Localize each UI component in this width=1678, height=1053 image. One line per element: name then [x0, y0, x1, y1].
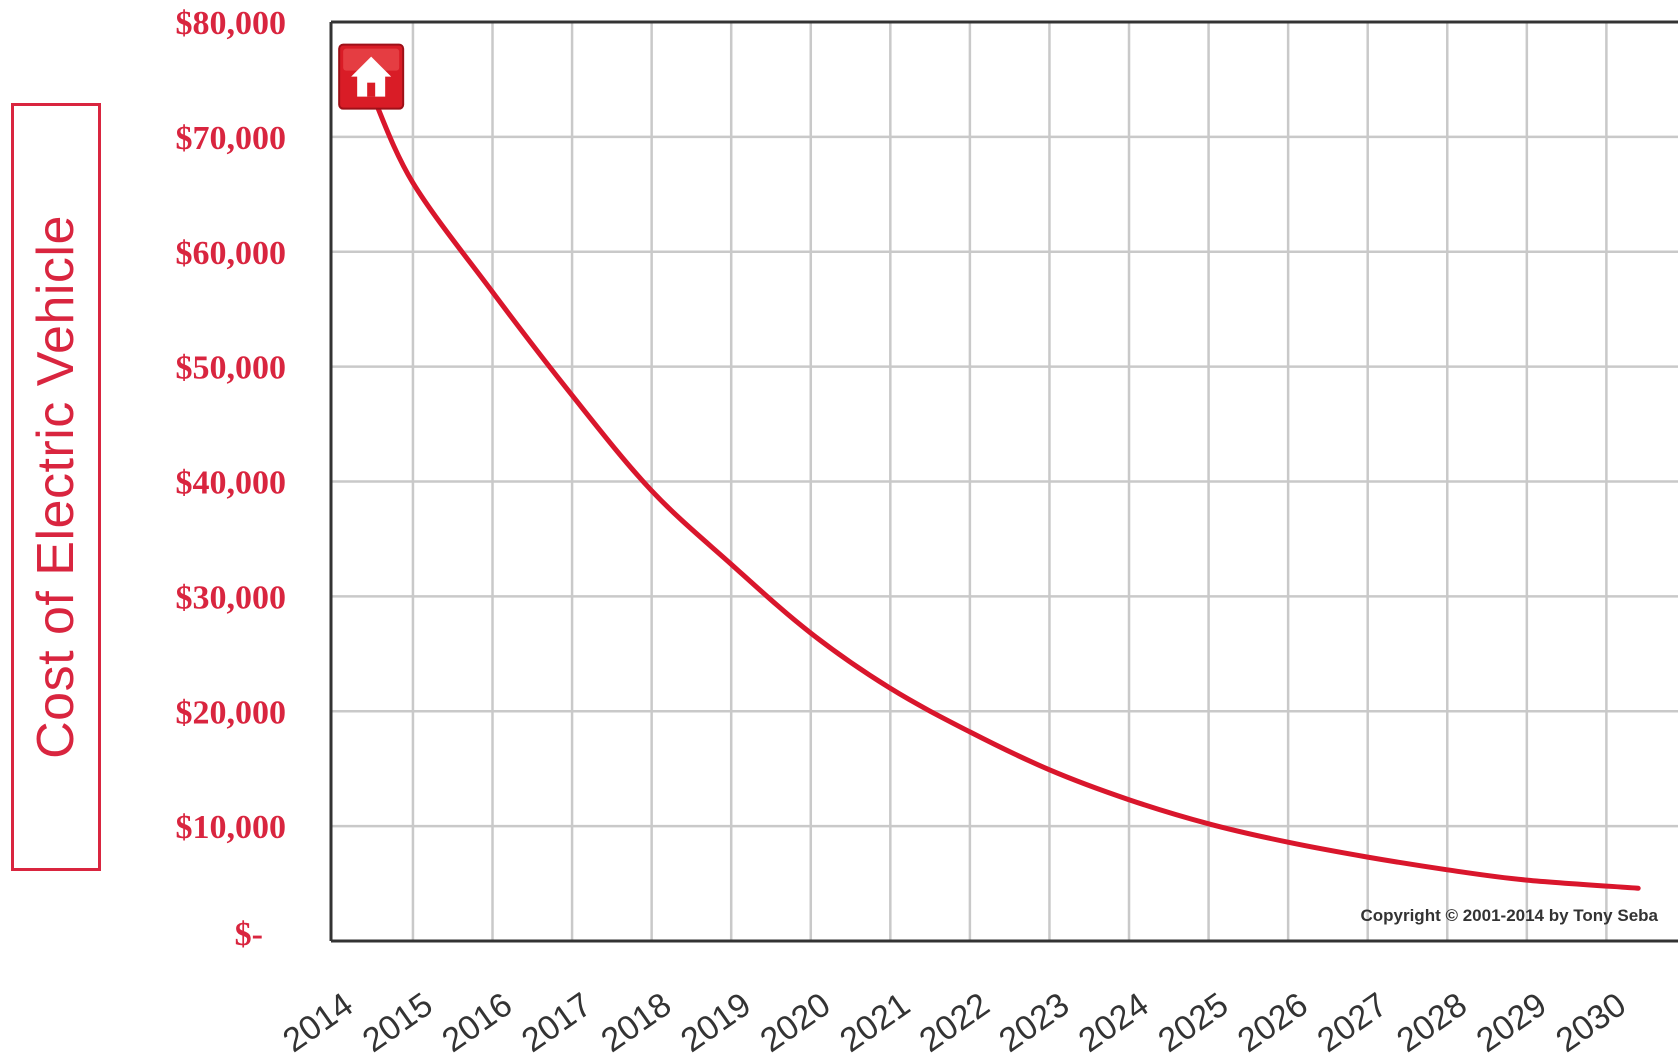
x-tick-labels: 2014201520162017201820192020202120222023… — [276, 985, 1633, 1053]
chart-series — [370, 94, 1641, 891]
y-tick-label: $50,000 — [176, 350, 287, 387]
x-tick-label: 2029 — [1470, 985, 1554, 1053]
x-tick-label: 2028 — [1390, 985, 1474, 1053]
x-tick-label: 2016 — [435, 985, 519, 1053]
x-tick-label: 2030 — [1549, 985, 1633, 1053]
y-tick-label: $20,000 — [176, 694, 287, 731]
x-tick-label: 2021 — [833, 985, 917, 1053]
x-tick-label: 2015 — [356, 985, 440, 1053]
series-line — [370, 94, 1641, 891]
copyright-annotation: Copyright © 2001-2014 by Tony Seba — [1360, 906, 1658, 925]
house-marker — [338, 43, 405, 110]
y-tick-label: $30,000 — [176, 579, 287, 616]
house-door — [367, 82, 376, 97]
x-tick-label: 2022 — [913, 985, 997, 1053]
y-tick-label: $60,000 — [176, 235, 287, 272]
x-tick-label: 2023 — [992, 985, 1076, 1053]
chart-grid — [331, 20, 1678, 941]
chart-axes — [329, 20, 1678, 943]
x-tick-label: 2026 — [1231, 985, 1315, 1053]
house-icon — [338, 43, 405, 110]
x-tick-label: 2019 — [674, 985, 758, 1053]
x-tick-label: 2027 — [1311, 985, 1395, 1053]
y-tick-label: $40,000 — [176, 465, 287, 502]
y-tick-label: $10,000 — [176, 809, 287, 846]
y-tick-labels: $- $10,000 $20,000 $30,000 $40,000 $50,000 $60… — [176, 5, 287, 953]
y-axis-label-box: Cost of Electric Vehicle — [11, 103, 101, 871]
y-tick-label: $80,000 — [176, 5, 287, 42]
x-tick-label: 2014 — [276, 985, 360, 1053]
x-tick-label: 2025 — [1151, 985, 1235, 1053]
x-tick-label: 2020 — [754, 985, 838, 1053]
x-tick-label: 2017 — [515, 985, 599, 1053]
x-tick-label: 2018 — [594, 985, 678, 1053]
y-tick-label: $70,000 — [176, 120, 287, 157]
x-tick-label: 2024 — [1072, 985, 1156, 1053]
y-tick-label: $- — [235, 916, 263, 953]
